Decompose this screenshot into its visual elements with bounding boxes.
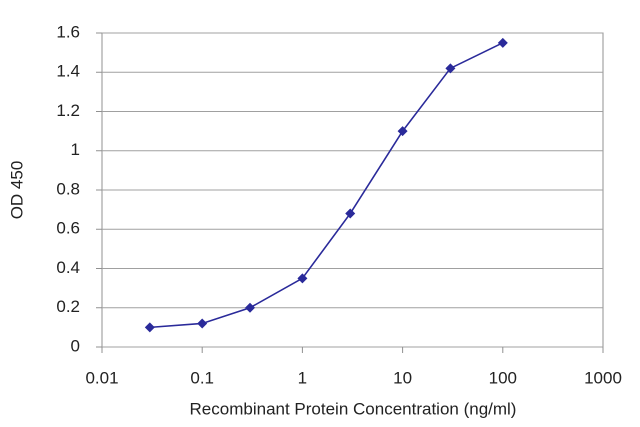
data-point [197,318,208,329]
x-tick-label: 100 [489,368,517,387]
y-tick-label: 0.2 [56,297,80,316]
y-axis-label: OD 450 [7,161,26,220]
y-tick-label: 0.4 [56,258,80,277]
data-point [445,63,456,74]
data-point [397,126,408,137]
data-point [144,322,155,333]
y-tick-label: 1 [71,140,80,159]
data-point [497,37,508,48]
data-point [297,273,308,284]
data-point [245,302,256,313]
y-tick-label: 1.6 [56,22,80,41]
data-line [149,42,504,329]
data-point [345,208,356,219]
x-tick-label: 0.01 [85,368,118,387]
x-tick-label: 0.1 [190,368,214,387]
y-tick-label: 0.6 [56,219,80,238]
x-tick-label: 10 [393,368,412,387]
x-tick-label: 1 [298,368,307,387]
x-axis-label: Recombinant Protein Concentration (ng/ml… [190,399,517,418]
y-tick-label: 0.8 [56,179,80,198]
y-tick-label: 1.4 [56,62,80,81]
x-tick-label: 1000 [584,368,622,387]
y-tick-label: 1.2 [56,101,80,120]
y-tick-label: 0 [71,336,80,355]
